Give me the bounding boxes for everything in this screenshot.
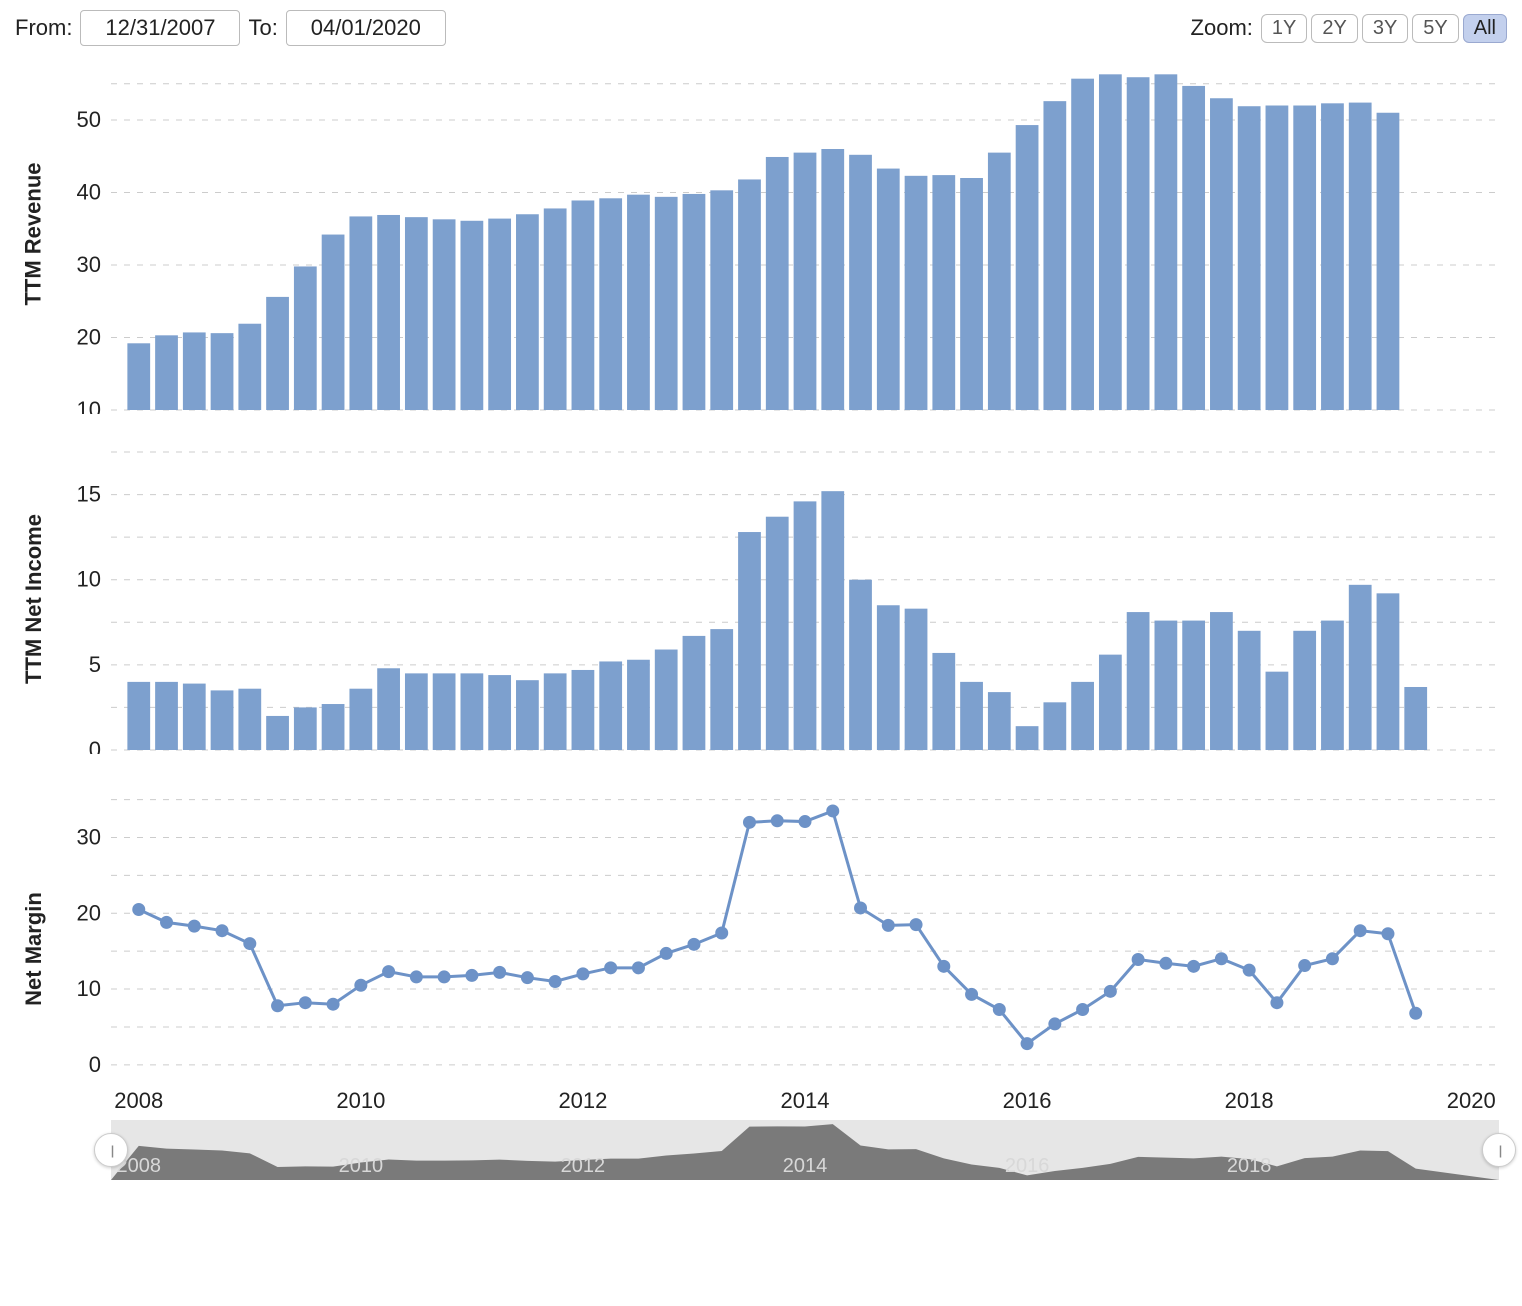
panel-margin: Net Margin 0 10 20 30 2008 2010 2012 2014 2016 201… [15,784,1507,1114]
svg-text:2020: 2020 [1447,1088,1496,1113]
zoom-btn-5y[interactable]: 5Y [1412,14,1458,43]
scrubber-handle-left[interactable]: || [94,1133,128,1167]
svg-text:10: 10 [77,567,101,592]
chart-panels: TTM Revenue1020304050TTM Net Income05101… [15,54,1507,1114]
toolbar: From: To: Zoom: 1Y2Y3Y5YAll [15,10,1507,46]
svg-text:15: 15 [77,482,101,507]
svg-text:5: 5 [89,652,101,677]
zoom-btn-3y[interactable]: 3Y [1362,14,1408,43]
svg-text:2012: 2012 [561,1155,606,1177]
ylabel-netincome: TTM Net Income [21,514,47,684]
svg-text:10: 10 [77,397,101,414]
svg-text:40: 40 [77,180,101,205]
to-label: To: [248,15,277,41]
svg-text:2016: 2016 [1005,1155,1050,1177]
svg-text:2010: 2010 [339,1155,384,1177]
date-range-group: From: To: [15,10,446,46]
ylabel-margin: Net Margin [21,892,47,1006]
svg-text:20: 20 [77,900,101,925]
from-date-input[interactable] [80,10,240,46]
zoom-buttons: 1Y2Y3Y5YAll [1261,14,1507,43]
chart-margin: 0 10 20 30 2008 2010 2012 2014 2016 2018 2020 [53,784,1507,1114]
panel-netincome: TTM Net Income 0 5 10 15 [15,444,1507,754]
svg-text:2016: 2016 [1003,1088,1052,1113]
svg-text:0: 0 [89,737,101,754]
svg-text:30: 30 [77,252,101,277]
zoom-btn-all[interactable]: All [1463,14,1507,43]
svg-text:20: 20 [77,325,101,350]
svg-text:2010: 2010 [336,1088,385,1113]
zoom-group: Zoom: 1Y2Y3Y5YAll [1191,14,1507,43]
svg-text:30: 30 [77,824,101,849]
to-date-input[interactable] [286,10,446,46]
svg-text:2008: 2008 [114,1088,163,1113]
panel-revenue: TTM Revenue 10 20 30 40 50 [15,54,1507,414]
svg-text:50: 50 [77,107,101,132]
zoom-btn-2y[interactable]: 2Y [1311,14,1357,43]
svg-text:2012: 2012 [558,1088,607,1113]
scrubber-handle-right[interactable]: || [1482,1133,1516,1167]
range-scrubber[interactable]: 200820102012201420162018 || || [53,1120,1507,1180]
chart-netincome: 0 5 10 15 [53,444,1507,754]
svg-text:2018: 2018 [1227,1155,1272,1177]
zoom-btn-1y[interactable]: 1Y [1261,14,1307,43]
from-label: From: [15,15,72,41]
scrubber-area: 200820102012201420162018 [53,1120,1507,1180]
ylabel-revenue: TTM Revenue [21,162,47,305]
svg-text:10: 10 [77,976,101,1001]
svg-text:2018: 2018 [1225,1088,1274,1113]
svg-text:2014: 2014 [781,1088,830,1113]
svg-text:2014: 2014 [783,1155,828,1177]
zoom-label: Zoom: [1191,15,1253,41]
svg-text:0: 0 [89,1052,101,1077]
chart-revenue: 10 20 30 40 50 [53,54,1507,414]
